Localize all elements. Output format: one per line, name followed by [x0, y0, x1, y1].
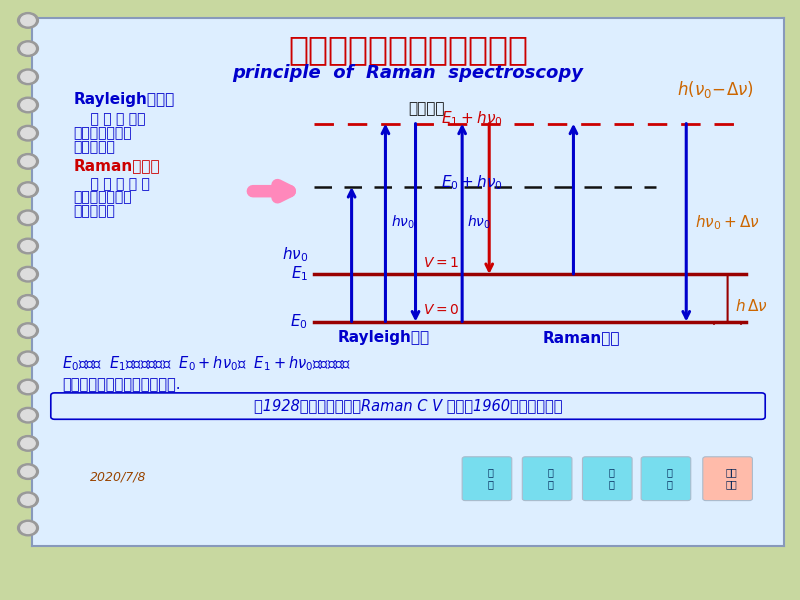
Circle shape [18, 323, 38, 338]
Text: 无能量交换，仅: 无能量交换，仅 [74, 126, 132, 140]
FancyBboxPatch shape [641, 457, 690, 500]
Circle shape [18, 41, 38, 56]
Text: （1928年印度物理学家Raman C V 发现；1960年快速发展）: （1928年印度物理学家Raman C V 发现；1960年快速发展） [254, 398, 562, 413]
Circle shape [18, 436, 38, 451]
Circle shape [18, 13, 38, 28]
Text: 末
页: 末 页 [666, 467, 673, 489]
FancyBboxPatch shape [51, 393, 765, 419]
Circle shape [21, 297, 35, 308]
Text: 一、激光拉曼光谱基本原理: 一、激光拉曼光谱基本原理 [288, 33, 528, 66]
Circle shape [18, 379, 38, 395]
Text: 首
页: 首 页 [488, 467, 494, 489]
Circle shape [21, 325, 35, 336]
Text: Raman散射: Raman散射 [542, 330, 620, 345]
Text: $V=0$: $V=0$ [423, 304, 459, 317]
Circle shape [18, 492, 38, 508]
FancyBboxPatch shape [462, 457, 512, 500]
Circle shape [21, 212, 35, 223]
Circle shape [21, 353, 35, 364]
Circle shape [18, 182, 38, 197]
Circle shape [21, 100, 35, 110]
Text: 2020/7/8: 2020/7/8 [90, 471, 146, 484]
FancyBboxPatch shape [702, 457, 753, 500]
Text: Rayleigh散射：: Rayleigh散射： [74, 92, 174, 107]
Circle shape [21, 382, 35, 392]
Text: $E_0 + h\nu_0$: $E_0 + h\nu_0$ [441, 173, 503, 192]
Circle shape [18, 266, 38, 282]
Text: $h\nu_0$: $h\nu_0$ [391, 214, 415, 231]
Circle shape [18, 97, 38, 113]
Circle shape [18, 210, 38, 226]
FancyBboxPatch shape [582, 457, 632, 500]
Text: 非 弹 性 碰 撞: 非 弹 性 碰 撞 [74, 177, 150, 191]
Text: 激发虚态: 激发虚态 [408, 101, 445, 116]
Circle shape [21, 466, 35, 477]
Text: ；方向改变且有: ；方向改变且有 [74, 191, 132, 205]
Circle shape [21, 523, 35, 533]
Circle shape [21, 241, 35, 251]
Text: $E_1 + h\nu_0$: $E_1 + h\nu_0$ [441, 109, 503, 128]
Circle shape [21, 438, 35, 449]
Text: Raman散射：: Raman散射： [74, 158, 160, 173]
Text: Rayleigh散射: Rayleigh散射 [338, 330, 430, 345]
Text: $E_1$: $E_1$ [290, 265, 308, 283]
Text: 上
页: 上 页 [548, 467, 554, 489]
Text: $h\,\Delta\nu$: $h\,\Delta\nu$ [735, 298, 768, 314]
FancyBboxPatch shape [522, 457, 572, 500]
Text: principle  of  Raman  spectroscopy: principle of Raman spectroscopy [233, 64, 583, 82]
Circle shape [18, 238, 38, 254]
Circle shape [18, 520, 38, 536]
Text: 弹 性 碰 撞；: 弹 性 碰 撞； [74, 112, 146, 127]
Circle shape [21, 269, 35, 280]
Circle shape [21, 71, 35, 82]
Circle shape [18, 69, 38, 85]
Circle shape [18, 154, 38, 169]
FancyArrowPatch shape [253, 185, 290, 197]
Text: 获得能量后，跃迁到激发虚态.: 获得能量后，跃迁到激发虚态. [62, 377, 181, 392]
Text: 优课
分析: 优课 分析 [726, 467, 738, 489]
Circle shape [21, 128, 35, 139]
Text: $V=1$: $V=1$ [423, 256, 459, 270]
Circle shape [18, 295, 38, 310]
Text: 能量交换；: 能量交换； [74, 204, 115, 218]
Text: $h\nu_0$: $h\nu_0$ [466, 214, 490, 231]
Circle shape [21, 494, 35, 505]
Text: 页
下: 页 下 [608, 467, 614, 489]
Circle shape [21, 410, 35, 421]
Circle shape [18, 407, 38, 423]
Circle shape [18, 464, 38, 479]
Circle shape [21, 156, 35, 167]
Text: 改变方向；: 改变方向； [74, 140, 115, 154]
Text: $h\nu_0$: $h\nu_0$ [282, 245, 308, 263]
Text: $E_0$: $E_0$ [290, 312, 308, 331]
Text: $h\nu_0+\Delta\nu$: $h\nu_0+\Delta\nu$ [695, 213, 760, 232]
Circle shape [18, 125, 38, 141]
Text: $E_0$基态，  $E_1$振动激发态；  $E_0 + h\nu_0$，  $E_1 + h\nu_0$激发虚态；: $E_0$基态， $E_1$振动激发态； $E_0 + h\nu_0$， $E_… [62, 355, 351, 373]
Circle shape [21, 184, 35, 195]
Circle shape [21, 15, 35, 26]
Text: $h(\nu_0\!-\!\Delta\nu)$: $h(\nu_0\!-\!\Delta\nu)$ [677, 79, 754, 100]
Circle shape [18, 351, 38, 367]
Circle shape [21, 43, 35, 54]
